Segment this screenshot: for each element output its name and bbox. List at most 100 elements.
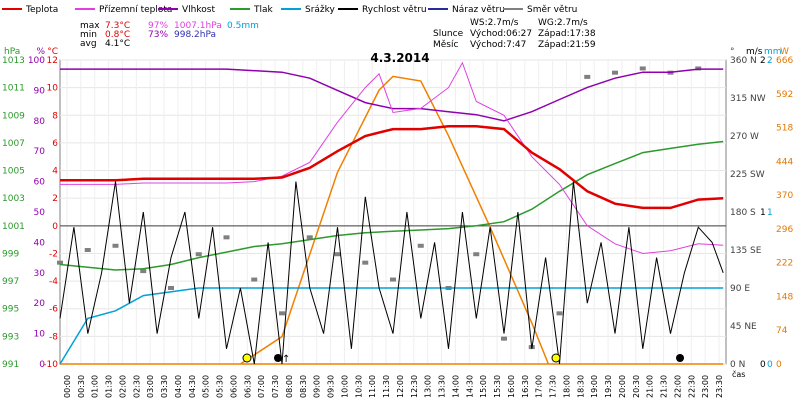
info-wg: WG:2.7m/s (538, 18, 588, 28)
x-tick-label: 18:30 (576, 375, 585, 398)
legend-srazky: Srážky (305, 5, 336, 15)
sunset-marker (551, 353, 561, 363)
tick-temperature: 0 (52, 222, 58, 232)
tick-wind: 2 (760, 56, 766, 66)
direction-point (112, 243, 119, 248)
tick-rain: 0 (767, 360, 773, 370)
stats-rain-max: 0.5mm (227, 21, 259, 31)
axis-unit-solar: W (780, 47, 789, 57)
tick-humidity: 60 (34, 178, 46, 188)
x-tick-label: 03:30 (160, 375, 169, 398)
tick-direction: 315 NW (730, 94, 766, 104)
legend-prizemni-teplota: Přízemní teplota (99, 5, 172, 15)
stats-block: max min avg 7.3°C 0.8°C 4.1°C 97% 73% 10… (80, 21, 259, 49)
sunrise-marker (242, 353, 252, 363)
direction-point (584, 74, 591, 79)
info-sunrise: Východ:06:27 (470, 29, 532, 39)
stats-label-avg: avg (80, 39, 97, 49)
x-tick-label: 13:00 (424, 375, 433, 398)
direction-point (639, 66, 646, 71)
tick-temperature: 6 (52, 139, 58, 149)
tick-solar: 518 (776, 124, 793, 134)
tick-humidity: 10 (34, 330, 46, 340)
tick-solar: 592 (776, 90, 793, 100)
stats-pressure-min: 998.2hPa (174, 30, 216, 40)
x-tick-label: 22:00 (673, 375, 682, 398)
stats-label-min: min (80, 30, 97, 40)
direction-point (195, 252, 202, 257)
x-tick-label: 02:00 (118, 375, 127, 398)
tick-solar: 222 (776, 259, 793, 269)
tick-humidity: 30 (34, 269, 46, 279)
tick-humidity: 20 (34, 299, 46, 309)
x-tick-label: 16:30 (521, 375, 530, 398)
stats-label-max: max (80, 21, 100, 31)
direction-point (390, 277, 396, 282)
tick-solar: 0 (776, 360, 782, 370)
tick-humidity: 70 (34, 147, 46, 157)
x-tick-label: 11:00 (368, 375, 377, 398)
info-moonrise: Východ:7:47 (470, 40, 526, 50)
direction-point (473, 252, 480, 257)
astro-info: WS:2.7m/s WG:2.7m/s Slunce Východ:06:27 … (433, 18, 596, 50)
direction-point (306, 235, 313, 240)
solar-area (60, 75, 724, 365)
tick-direction: 225 SW (730, 170, 765, 180)
x-tick-label: 02:30 (132, 375, 141, 398)
chart-title: 4.3.2014 (370, 51, 429, 65)
series-lines (59, 61, 724, 365)
grid (60, 59, 726, 365)
tick-direction: 90 E (730, 284, 750, 294)
tick-wind: 1 (760, 208, 766, 218)
tick-direction: 360 N (730, 56, 757, 66)
direction-point (140, 269, 147, 274)
axis-unit-pressure: hPa (4, 47, 20, 57)
x-tick-label: 00:00 (63, 375, 72, 398)
tick-pressure: 997 (2, 277, 19, 287)
series-temperature (60, 125, 724, 210)
x-tick-label: 01:00 (91, 375, 100, 398)
tick-pressure: 1013 (2, 56, 25, 66)
axis-unit-temperature: °C (47, 47, 58, 57)
direction-point (84, 248, 91, 252)
x-tick-label: 08:00 (285, 375, 294, 398)
tick-pressure: 1011 (2, 84, 25, 94)
tick-temperature: 2 (52, 194, 58, 204)
direction-point (417, 243, 424, 248)
legend-teplota: Teplota (25, 5, 58, 15)
tick-solar: 370 (776, 191, 793, 201)
tick-direction: 135 SE (730, 246, 762, 256)
x-tick-label: 14:30 (465, 375, 474, 398)
info-moonset: Západ:21:59 (538, 40, 596, 50)
stats-humidity-min: 73% (148, 30, 168, 40)
legend-tlak: Tlak (253, 5, 274, 15)
x-tick-label: 06:00 (229, 375, 238, 398)
tick-pressure: 1009 (2, 111, 25, 121)
plot-area (59, 59, 727, 365)
tick-pressure: 991 (2, 360, 19, 370)
tick-solar: 74 (776, 326, 788, 336)
series-wind-speed (59, 181, 724, 365)
x-tick-label: 09:30 (327, 375, 336, 398)
series-solar (60, 75, 724, 365)
tick-pressure: 993 (2, 332, 19, 342)
legend: Teplota Přízemní teplota Vlhkost Tlak Sr… (2, 5, 577, 15)
tick-temperature: 4 (52, 167, 58, 177)
legend-smer-vetru: Směr větru (527, 5, 577, 15)
x-tick-label: 11:30 (382, 375, 391, 398)
stats-pressure-max: 1007.1hPa (174, 21, 222, 31)
x-tick-label: 14:00 (451, 375, 460, 398)
tick-direction: 270 W (730, 132, 759, 142)
tick-humidity: 50 (34, 208, 46, 218)
tick-pressure: 1003 (2, 194, 25, 204)
x-tick-label: 00:30 (77, 375, 86, 398)
tick-solar: 666 (776, 56, 793, 66)
tick-rain: 1 (767, 208, 773, 218)
x-tick-label: 10:00 (340, 375, 349, 398)
tick-humidity: 0 (39, 360, 45, 370)
x-tick-label: 15:00 (479, 375, 488, 398)
stats-temp-max: 7.3°C (105, 21, 130, 31)
tick-temperature: -6 (49, 305, 58, 315)
direction-point (334, 252, 341, 257)
